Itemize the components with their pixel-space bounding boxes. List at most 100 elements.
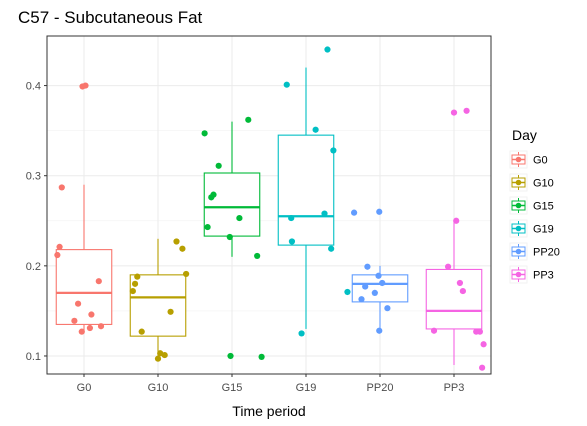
legend-label: G10 xyxy=(533,178,554,190)
legend-key-point xyxy=(515,271,522,278)
data-point xyxy=(227,352,234,360)
box-group-g0 xyxy=(54,82,113,335)
data-point xyxy=(236,214,243,222)
box-group-g15 xyxy=(201,116,265,360)
data-point xyxy=(173,238,180,245)
legend-label: G19 xyxy=(533,224,554,236)
data-point xyxy=(215,162,222,169)
box xyxy=(129,274,187,337)
data-point xyxy=(179,245,186,252)
data-point xyxy=(254,252,261,260)
data-point xyxy=(226,233,233,241)
x-tick-label: PP20 xyxy=(367,382,394,394)
data-point xyxy=(480,341,487,348)
legend-key-point xyxy=(515,156,522,163)
data-point xyxy=(79,83,86,90)
data-point xyxy=(479,364,486,371)
legend-title: Day xyxy=(512,127,537,143)
data-point xyxy=(71,317,78,324)
x-tick-label: PP3 xyxy=(444,382,465,394)
legend-item-g10: G10 xyxy=(509,173,554,192)
y-tick-label: 0.2 xyxy=(26,261,41,273)
data-point xyxy=(384,305,391,312)
data-point xyxy=(258,353,265,360)
panel-border xyxy=(46,35,492,375)
data-point xyxy=(328,245,335,252)
data-point xyxy=(358,296,365,303)
legend-label: G0 xyxy=(533,155,548,167)
data-point xyxy=(129,287,136,295)
legend-label: PP3 xyxy=(533,270,554,282)
data-point xyxy=(376,327,383,334)
data-point xyxy=(78,328,85,335)
data-point xyxy=(351,209,358,216)
legend-key-point xyxy=(515,225,522,232)
box-group-pp20 xyxy=(351,208,409,334)
box xyxy=(277,134,335,246)
x-tick-label: G0 xyxy=(77,382,92,394)
data-point xyxy=(204,223,211,231)
data-point xyxy=(245,116,252,123)
panel-background xyxy=(47,36,491,374)
y-tick-label: 0.4 xyxy=(26,81,41,93)
x-tick-label: G15 xyxy=(222,382,243,394)
box-group-g10 xyxy=(129,238,190,362)
legend-label: G15 xyxy=(533,201,554,213)
x-axis-label: Time period xyxy=(232,403,305,419)
legend-item-pp3: PP3 xyxy=(509,265,554,284)
data-point xyxy=(298,330,305,337)
data-point xyxy=(312,126,319,133)
data-point xyxy=(450,109,458,116)
box xyxy=(203,172,261,237)
data-point xyxy=(86,324,94,332)
data-point xyxy=(364,263,371,270)
data-point xyxy=(283,81,290,88)
legend-item-pp20: PP20 xyxy=(509,242,560,261)
legend-key-point xyxy=(515,248,522,255)
legend-item-g15: G15 xyxy=(509,196,554,215)
box xyxy=(55,249,113,325)
data-point xyxy=(321,210,328,217)
data-point xyxy=(376,208,383,215)
box-group-g19 xyxy=(277,46,351,337)
data-point xyxy=(324,46,331,53)
legend-item-g19: G19 xyxy=(509,219,554,238)
box xyxy=(425,268,483,330)
legend: Day G0 G10 G15 G19 PP20 PP3 xyxy=(509,127,560,284)
data-point xyxy=(183,270,190,278)
data-point xyxy=(208,194,215,201)
data-point xyxy=(463,107,470,114)
legend-key-point xyxy=(515,179,522,186)
x-tick-label: G19 xyxy=(296,382,317,394)
data-point xyxy=(161,351,168,359)
data-point xyxy=(54,251,61,259)
data-point xyxy=(459,287,466,295)
data-point xyxy=(58,184,65,191)
data-point xyxy=(430,327,438,334)
data-point xyxy=(56,243,63,251)
data-point xyxy=(154,355,162,362)
data-point xyxy=(134,273,141,280)
data-point xyxy=(288,214,295,222)
data-point xyxy=(476,328,483,335)
legend-item-g0: G0 xyxy=(509,150,548,169)
x-tick-label: G10 xyxy=(148,382,169,394)
box-group-pp3 xyxy=(425,107,487,371)
data-point xyxy=(167,308,174,315)
data-point xyxy=(288,238,296,245)
data-point xyxy=(453,217,460,224)
data-point xyxy=(371,289,378,296)
chart-title: C57 - Subcutaneous Fat xyxy=(18,8,203,27)
plot-area: 0.1 0.2 0.3 0.4 G0 G10 G15 G19 PP20 PP3 xyxy=(26,35,492,394)
legend-key-point xyxy=(515,202,522,209)
data-point xyxy=(344,288,351,296)
data-point xyxy=(138,328,145,335)
data-point xyxy=(201,130,208,137)
data-point xyxy=(88,311,95,318)
data-point xyxy=(362,283,369,290)
data-point xyxy=(95,278,102,285)
data-point xyxy=(444,263,452,270)
y-tick-label: 0.3 xyxy=(26,171,41,183)
data-point xyxy=(375,272,382,279)
